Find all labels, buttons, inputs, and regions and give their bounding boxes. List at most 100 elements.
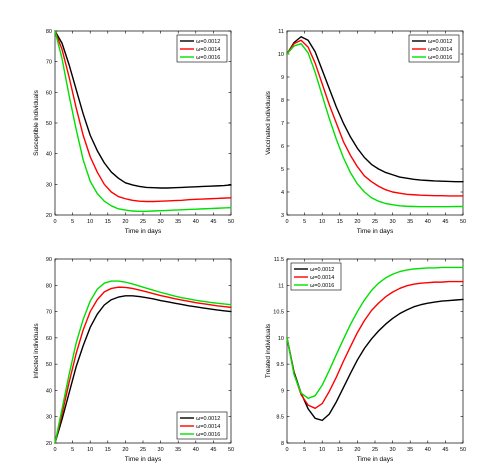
x-tick-label: 15 — [105, 219, 111, 225]
legend-entry: ω=0.0014 — [428, 47, 452, 53]
legend-entry: ω=0.0012 — [196, 416, 220, 422]
legend-entry: ω=0.0016 — [196, 432, 220, 438]
y-axis-label: Susceptible individuals — [33, 89, 40, 156]
y-tick-label: 20 — [46, 213, 52, 219]
series-line-1 — [54, 295, 232, 444]
x-tick-label: 20 — [122, 219, 128, 225]
x-tick-label: 5 — [303, 219, 306, 225]
y-tick-label: 9 — [281, 75, 284, 81]
y-tick-label: 11 — [278, 29, 284, 35]
y-tick-label: 70 — [46, 60, 52, 66]
x-tick-label: 15 — [337, 447, 343, 453]
x-tick-label: 10 — [87, 219, 93, 225]
series-line-3 — [54, 30, 232, 213]
x-tick-label: 30 — [158, 219, 164, 225]
y-axis-label: Infected individuals — [33, 323, 40, 379]
panel-4: 0 5 10 15 20 25 30 35 40 45 50 8 8.5 9 9.5 10 10.5 11 11.5… — [265, 257, 466, 463]
x-tick-label: 25 — [140, 219, 146, 225]
y-tick-label: 8.5 — [276, 415, 284, 421]
series-line-1 — [286, 298, 464, 422]
y-tick-label: 11 — [278, 283, 284, 289]
y-tick-label: 70 — [46, 310, 52, 316]
legend-entry: ω=0.0016 — [428, 55, 452, 61]
x-tick-label: 5 — [303, 447, 306, 453]
series-line-2 — [286, 280, 464, 409]
x-tick-label: 40 — [425, 447, 431, 453]
series-line-3 — [286, 42, 464, 208]
legend-entry: ω=0.0014 — [310, 275, 334, 281]
x-axis-label: Time in days — [357, 456, 394, 463]
legend: ω=0.0012 ω=0.0014 ω=0.0016 — [176, 411, 228, 440]
x-tick-label: 45 — [210, 219, 216, 225]
x-tick-label: 30 — [390, 447, 396, 453]
x-tick-label: 5 — [71, 447, 74, 453]
legend: ω=0.0012 ω=0.0014 ω=0.0016 — [290, 262, 342, 291]
y-tick-label: 40 — [46, 388, 52, 394]
y-tick-label: 30 — [46, 415, 52, 421]
y-tick-label: 6 — [281, 144, 284, 150]
x-tick-label: 30 — [158, 447, 164, 453]
y-tick-label: 80 — [46, 283, 52, 289]
y-tick-label: 60 — [46, 90, 52, 96]
series-line-2 — [286, 39, 464, 197]
y-axis-label: Treated individuals — [265, 323, 272, 378]
legend-entry: ω=0.0012 — [196, 39, 220, 45]
legend-entry: ω=0.0012 — [310, 267, 334, 273]
x-tick-label: 50 — [460, 219, 466, 225]
y-tick-label: 5 — [281, 167, 284, 173]
panel-1: 0 5 10 15 20 25 30 35 40 45 50 20 30 40 50 60 70 80 Time i… — [33, 29, 234, 235]
x-tick-label: 0 — [53, 219, 56, 225]
x-tick-label: 45 — [210, 447, 216, 453]
y-tick-label: 20 — [46, 441, 52, 447]
x-tick-label: 20 — [354, 219, 360, 225]
x-tick-label: 35 — [407, 219, 413, 225]
x-axis-label: Time in days — [357, 228, 394, 235]
y-tick-label: 10.5 — [273, 310, 284, 316]
x-tick-label: 20 — [354, 447, 360, 453]
x-tick-label: 15 — [105, 447, 111, 453]
y-tick-label: 90 — [46, 257, 52, 263]
y-tick-label: 40 — [46, 152, 52, 158]
x-axis-label: Time in days — [125, 228, 162, 235]
x-tick-label: 35 — [175, 447, 181, 453]
panel-3: 0 5 10 15 20 25 30 35 40 45 50 20 30 40 50 60 70 80 90 Time… — [33, 257, 234, 463]
x-tick-label: 35 — [407, 447, 413, 453]
y-tick-label: 3 — [281, 213, 284, 219]
y-tick-label: 10 — [278, 336, 284, 342]
x-tick-label: 20 — [122, 447, 128, 453]
x-tick-label: 40 — [193, 219, 199, 225]
x-tick-label: 0 — [285, 219, 288, 225]
x-tick-label: 45 — [442, 447, 448, 453]
y-tick-label: 11.5 — [274, 257, 284, 263]
x-tick-label: 40 — [425, 219, 431, 225]
x-tick-label: 40 — [193, 447, 199, 453]
series-line-2 — [54, 30, 232, 203]
x-tick-label: 30 — [390, 219, 396, 225]
x-tick-label: 50 — [228, 219, 234, 225]
legend-entry: ω=0.0016 — [310, 283, 334, 289]
y-tick-label: 9.5 — [276, 362, 284, 368]
legend: ω=0.0012 ω=0.0014 ω=0.0016 — [176, 34, 228, 63]
x-tick-label: 25 — [140, 447, 146, 453]
y-tick-label: 30 — [46, 182, 52, 188]
x-tick-label: 35 — [175, 219, 181, 225]
x-tick-label: 25 — [372, 219, 378, 225]
x-tick-label: 50 — [228, 447, 234, 453]
series-line-3 — [286, 266, 464, 400]
series-line-1 — [54, 30, 232, 189]
y-tick-label: 80 — [46, 29, 52, 35]
series-line-2 — [54, 286, 232, 444]
y-tick-label: 9 — [281, 388, 284, 394]
x-tick-label: 0 — [285, 447, 288, 453]
x-tick-label: 50 — [460, 447, 466, 453]
y-tick-label: 60 — [46, 336, 52, 342]
x-tick-label: 10 — [319, 219, 325, 225]
series-line-3 — [54, 280, 232, 444]
legend-entry: ω=0.0014 — [196, 424, 220, 430]
y-tick-label: 10 — [278, 52, 284, 58]
x-tick-label: 15 — [337, 219, 343, 225]
x-axis-label: Time in days — [125, 456, 162, 463]
x-tick-label: 5 — [71, 219, 74, 225]
